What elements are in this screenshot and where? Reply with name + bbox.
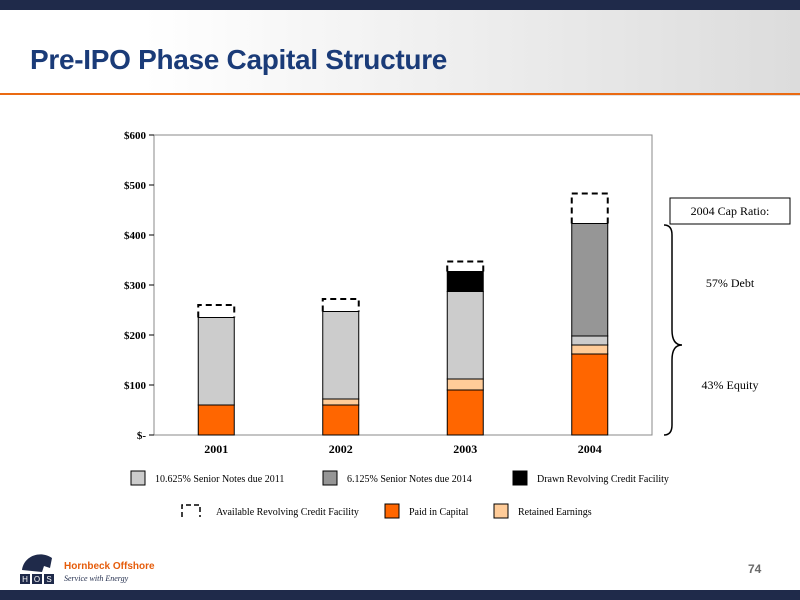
svg-text:O: O xyxy=(34,575,40,584)
bar-segment-available_revolver xyxy=(321,298,360,312)
legend-label-senior_notes_2011: 10.625% Senior Notes due 2011 xyxy=(155,474,284,485)
equity-brace xyxy=(663,360,673,436)
bar-segment-senior_notes_2011 xyxy=(197,317,235,406)
legend-label-drawn_revolver: Drawn Revolving Credit Facility xyxy=(537,474,669,485)
chart-layer: $- $100 $200 $300 $400 $500 $600 2001 2002 2003 20… xyxy=(124,130,609,456)
x-tick-label: 2003 xyxy=(453,442,477,456)
legend: 10.625% Senior Notes due 2011 6.125% Seni… xyxy=(130,470,669,519)
header-band xyxy=(0,10,800,96)
y-tick-label: $500 xyxy=(124,180,147,192)
legend-label-senior_notes_2014: 6.125% Senior Notes due 2014 xyxy=(347,474,472,485)
legend-swatch-senior_notes_2011 xyxy=(130,470,146,486)
header-rule xyxy=(0,93,800,95)
legend-label-retained_earnings: Retained Earnings xyxy=(518,507,592,518)
legend-swatch-drawn_revolver xyxy=(512,470,528,486)
bar-segment-senior_notes_2011 xyxy=(322,311,360,400)
plot-area xyxy=(153,134,653,436)
bar-segment-paid_in_capital xyxy=(446,389,484,436)
bar-segment-available_revolver xyxy=(570,192,609,224)
bar-segment-available_revolver xyxy=(197,304,236,318)
legend-label-paid_in_capital: Paid in Capital xyxy=(409,507,469,518)
y-tick-label: $- xyxy=(137,430,147,442)
page-title: Pre-IPO Phase Capital Structure xyxy=(30,44,448,75)
bar-segment-paid_in_capital xyxy=(322,404,360,436)
y-tick-label: $100 xyxy=(124,380,147,392)
bar-segment-retained_earnings xyxy=(446,378,484,391)
hos-logo-icon: H O S xyxy=(18,554,58,584)
bar-segment-retained_earnings xyxy=(322,398,360,406)
legend-label-available_revolver: Available Revolving Credit Facility xyxy=(216,507,359,518)
bar-segment-paid_in_capital xyxy=(197,404,235,436)
bar-segment-paid_in_capital xyxy=(571,353,609,436)
y-tick-label: $600 xyxy=(124,130,147,142)
svg-text:H: H xyxy=(22,575,28,584)
bar-segment-available_revolver xyxy=(446,260,485,272)
bottom-bar xyxy=(0,590,800,600)
x-tick-label: 2001 xyxy=(204,442,228,456)
y-tick-label: $400 xyxy=(124,230,147,242)
logo-company-name: Hornbeck Offshore xyxy=(64,561,155,572)
legend-swatch-paid_in_capital xyxy=(384,503,400,519)
bar-segment-drawn_revolver xyxy=(446,271,484,292)
svg-text:S: S xyxy=(46,575,51,584)
top-bar xyxy=(0,0,800,10)
cap-ratio-box xyxy=(669,197,791,225)
debt-label: 57% Debt xyxy=(706,276,755,290)
x-tick-label: 2002 xyxy=(329,442,353,456)
bar-segment-senior_notes_2011 xyxy=(571,335,609,346)
cap-ratio-label: 2004 Cap Ratio: xyxy=(691,204,770,218)
bar-segment-retained_earnings xyxy=(571,344,609,355)
logo-tagline: Service with Energy xyxy=(64,574,129,583)
x-tick-label: 2004 xyxy=(578,442,602,456)
legend-swatch-senior_notes_2014 xyxy=(322,470,338,486)
legend-swatch-available_revolver xyxy=(181,504,201,517)
y-tick-label: $300 xyxy=(124,280,147,292)
y-tick-label: $200 xyxy=(124,330,147,342)
bar-segment-senior_notes_2014 xyxy=(571,223,609,337)
legend-swatch-retained_earnings xyxy=(493,503,509,519)
page-number: 74 xyxy=(748,562,762,576)
debt-brace xyxy=(663,224,683,361)
equity-label: 43% Equity xyxy=(702,378,759,392)
bar-segment-senior_notes_2011 xyxy=(446,291,484,380)
